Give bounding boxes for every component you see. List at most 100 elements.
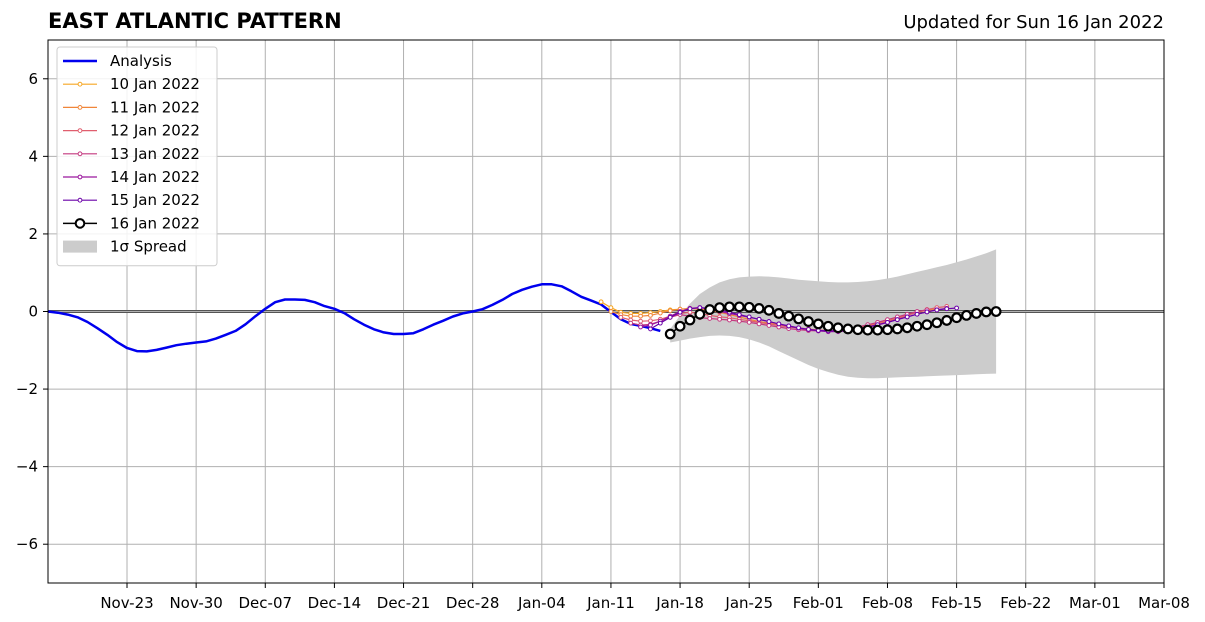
forecast-marker <box>648 326 653 332</box>
forecast-marker <box>894 317 900 323</box>
forecast-marker <box>941 315 953 326</box>
forecast-series <box>664 301 1002 340</box>
forecast-marker <box>657 320 663 326</box>
forecast-marker <box>753 302 765 314</box>
x-tick-label: Feb-22 <box>1000 594 1051 612</box>
forecast-marker <box>736 312 742 318</box>
forecast-marker <box>944 306 950 312</box>
x-tick-label: Feb-08 <box>862 594 913 612</box>
legend-label: 14 Jan 2022 <box>110 168 200 186</box>
forecast-marker <box>724 301 735 313</box>
forecast-marker <box>891 323 903 335</box>
forecast-marker <box>872 324 883 336</box>
axes: Nov-23 Nov-30 Dec-07 Dec-14 Dec-21 Dec-28 Jan-… <box>16 39 1190 612</box>
forecast-marker <box>882 324 893 336</box>
forecast-marker <box>648 322 653 328</box>
forecast-marker <box>793 313 804 325</box>
legend-item: Analysis <box>63 52 172 70</box>
forecast-marker <box>717 316 722 322</box>
forecast-marker <box>931 317 943 329</box>
x-tick-label: Feb-01 <box>793 594 844 612</box>
legend-marker <box>77 105 83 110</box>
forecast-marker <box>852 324 864 336</box>
legend-marker <box>74 218 86 229</box>
forecast-marker <box>608 305 614 311</box>
forecast-marker <box>638 324 643 330</box>
forecast-marker <box>707 316 713 321</box>
forecast-marker <box>776 321 782 327</box>
forecast-marker <box>783 310 795 322</box>
x-tick-label: Dec-21 <box>377 594 431 612</box>
legend-marker <box>77 151 83 157</box>
forecast-marker <box>904 314 910 320</box>
legend: Analysis 10 Jan 2022 11 Jan 2022 12 Jan 202… <box>56 46 218 267</box>
legend-marker <box>77 174 83 180</box>
legend-label: 12 Jan 2022 <box>110 122 200 140</box>
forecast-marker <box>756 316 762 322</box>
forecast-marker <box>796 325 801 331</box>
series-layer <box>47 283 1002 353</box>
legend-item: 15 Jan 2022 <box>63 191 200 209</box>
x-tick-label: Jan-04 <box>517 594 566 612</box>
legend-label: 13 Jan 2022 <box>110 145 200 163</box>
forecast-marker <box>832 322 844 334</box>
forecast-marker <box>914 311 920 317</box>
x-tick-label: Feb-15 <box>931 594 982 612</box>
forecast-marker <box>921 319 933 331</box>
forecast-marker <box>687 306 693 312</box>
forecast-marker <box>803 316 814 327</box>
y-tick-label: 4 <box>28 147 38 165</box>
legend-item: 1σ Spread <box>63 238 187 256</box>
forecast-marker <box>812 318 824 330</box>
forecast-marker <box>694 308 706 320</box>
x-tick-label: Dec-28 <box>446 594 500 612</box>
legend-marker <box>77 81 83 87</box>
legend-item: 10 Jan 2022 <box>63 75 200 93</box>
y-tick-label: 0 <box>28 303 38 321</box>
forecast-marker <box>951 312 963 324</box>
forecast-marker <box>628 320 634 326</box>
forecast-marker <box>608 309 614 314</box>
forecast-marker <box>990 306 1002 317</box>
forecast-marker <box>756 321 762 327</box>
legend-label: 15 Jan 2022 <box>110 191 200 209</box>
forecast-marker <box>667 314 673 320</box>
forecast-marker <box>763 304 775 316</box>
forecast-marker <box>628 313 634 319</box>
forecast-marker <box>638 318 643 324</box>
legend-label: 16 Jan 2022 <box>110 214 200 232</box>
legend-label: 1σ Spread <box>110 238 187 256</box>
forecast-marker <box>822 320 834 332</box>
forecast-marker <box>970 308 982 319</box>
forecast-marker <box>648 312 653 318</box>
legend-swatch <box>63 240 97 253</box>
forecast-marker <box>924 309 930 315</box>
forecast-marker <box>885 319 890 325</box>
y-tick-label: 6 <box>28 70 38 88</box>
y-tick-label: −6 <box>16 535 38 553</box>
forecast-marker <box>598 299 604 305</box>
forecast-marker <box>766 319 772 324</box>
forecast-marker <box>773 308 785 319</box>
legend-box <box>56 46 218 267</box>
x-tick-label: Dec-14 <box>308 594 362 612</box>
legend-label: 10 Jan 2022 <box>110 75 200 93</box>
forecast-marker <box>862 324 874 336</box>
analysis-line <box>47 283 661 353</box>
legend-item: 13 Jan 2022 <box>63 145 200 163</box>
forecast-marker <box>934 307 940 313</box>
chart-subtitle: Updated for Sun 16 Jan 2022 <box>903 12 1164 33</box>
forecast-marker <box>657 310 663 316</box>
x-tick-label: Nov-30 <box>169 594 222 612</box>
forecast-marker <box>638 313 643 319</box>
forecast-marker <box>664 328 676 340</box>
forecast-marker <box>704 304 716 315</box>
forecast-marker <box>980 306 992 318</box>
forecast-marker <box>667 308 673 314</box>
x-tick-label: Jan-18 <box>655 594 704 612</box>
forecast-marker <box>727 317 732 323</box>
legend-label: 11 Jan 2022 <box>110 98 200 116</box>
forecast-marker <box>733 301 745 313</box>
spread-band <box>670 249 997 379</box>
legend-item: 11 Jan 2022 <box>63 98 200 116</box>
